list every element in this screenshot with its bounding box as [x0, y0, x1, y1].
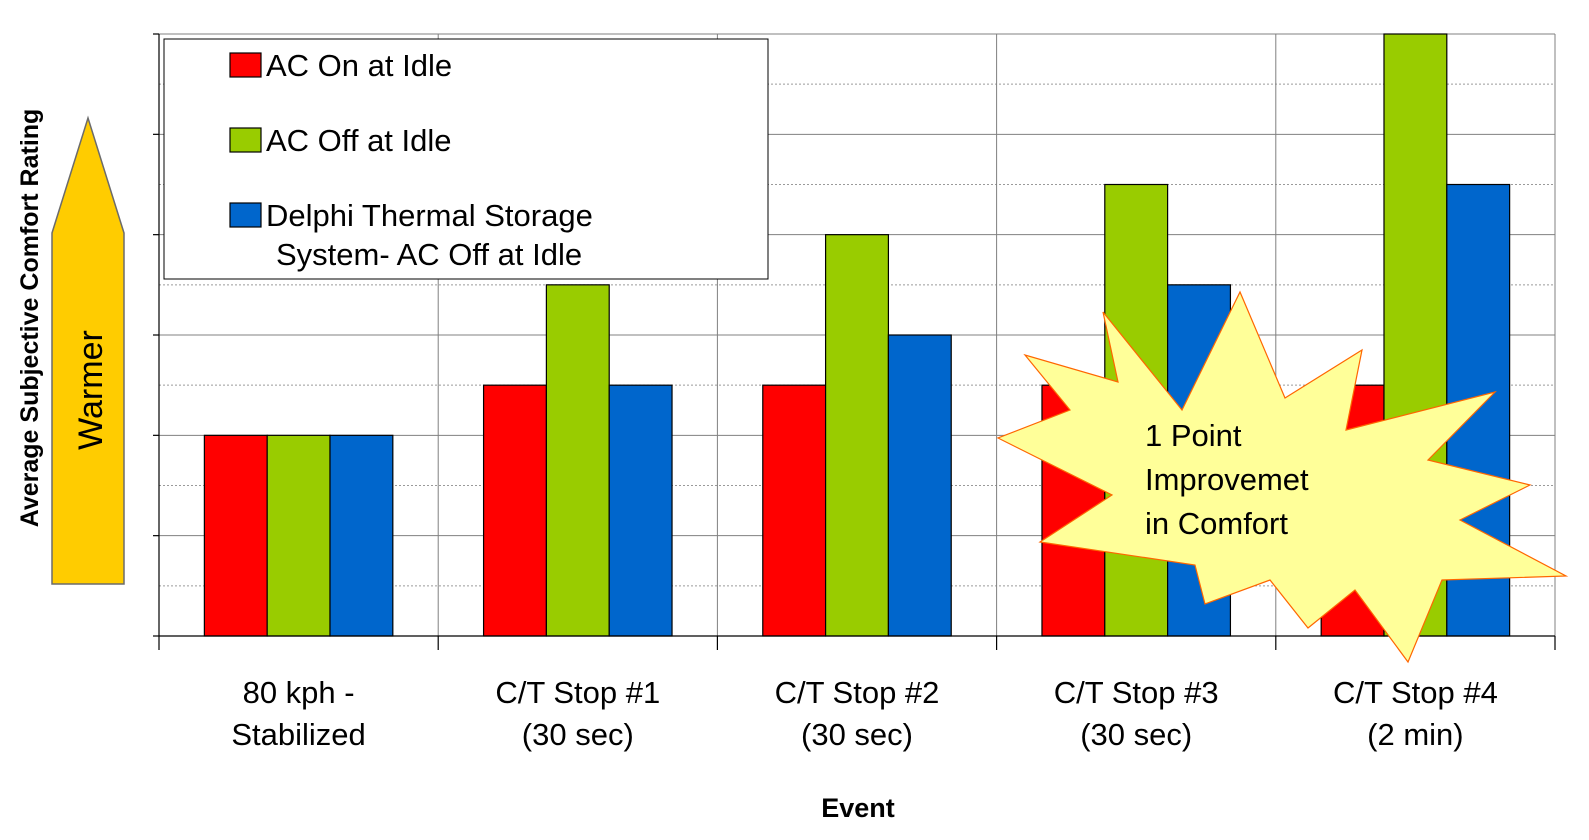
y-axis-title: Average Subjective Comfort Rating [16, 109, 44, 528]
legend-box [163, 38, 769, 280]
x-tick-label-4: C/T Stop #3 (30 sec) [1054, 675, 1219, 752]
burst-line-1: 1 Point [1145, 418, 1242, 453]
legend-label-2: AC Off at Idle [266, 123, 452, 158]
burst-text: 1 Point Improvemet in Comfort [1145, 418, 1317, 541]
legend: AC On at Idle AC Off at Idle Delphi Therma… [163, 38, 769, 280]
x-tick-label-1: 80 kph -Stabilized [231, 675, 365, 752]
bar-3-cat-1 [329, 434, 394, 637]
bar-2-cat-2 [545, 284, 610, 637]
burst-line-2: Improvemet [1145, 462, 1309, 497]
bars-layer [203, 33, 1511, 637]
x-tick-label-2: C/T Stop #1 (30 sec) [495, 675, 660, 752]
x-tick-label-5: C/T Stop #4 (2 min) [1333, 675, 1498, 752]
bar-3-cat-3 [887, 334, 952, 637]
burst-line-3: in Comfort [1145, 506, 1288, 541]
axes-layer [153, 33, 1556, 650]
bar-1-cat-2 [482, 384, 547, 637]
legend-label-1: AC On at Idle [266, 48, 452, 83]
x-tick-labels: 80 kph -Stabilized C/T Stop #1 (30 sec) C/T… [231, 675, 1497, 752]
bar-1-cat-3 [762, 384, 827, 637]
x-tick-label-3: C/T Stop #2 (30 sec) [775, 675, 940, 752]
improvement-burst: 1 Point Improvemet in Comfort [996, 290, 1569, 664]
burst-shape [996, 290, 1569, 664]
legend-swatch-3 [229, 202, 262, 228]
legend-swatch-2 [229, 127, 262, 153]
warmer-arrow: Warmer [51, 115, 125, 585]
legend-swatch-1 [229, 52, 262, 78]
bar-1-cat-1 [203, 434, 268, 637]
warmer-arrow-shape [51, 115, 125, 585]
bar-3-cat-2 [608, 384, 673, 637]
bar-2-cat-1 [266, 434, 331, 637]
warmer-label: Warmer [72, 330, 110, 450]
legend-label-3: Delphi Thermal Storage System- AC Off at … [266, 198, 593, 272]
bar-2-cat-3 [824, 234, 890, 637]
x-axis-title: Event [821, 793, 895, 823]
